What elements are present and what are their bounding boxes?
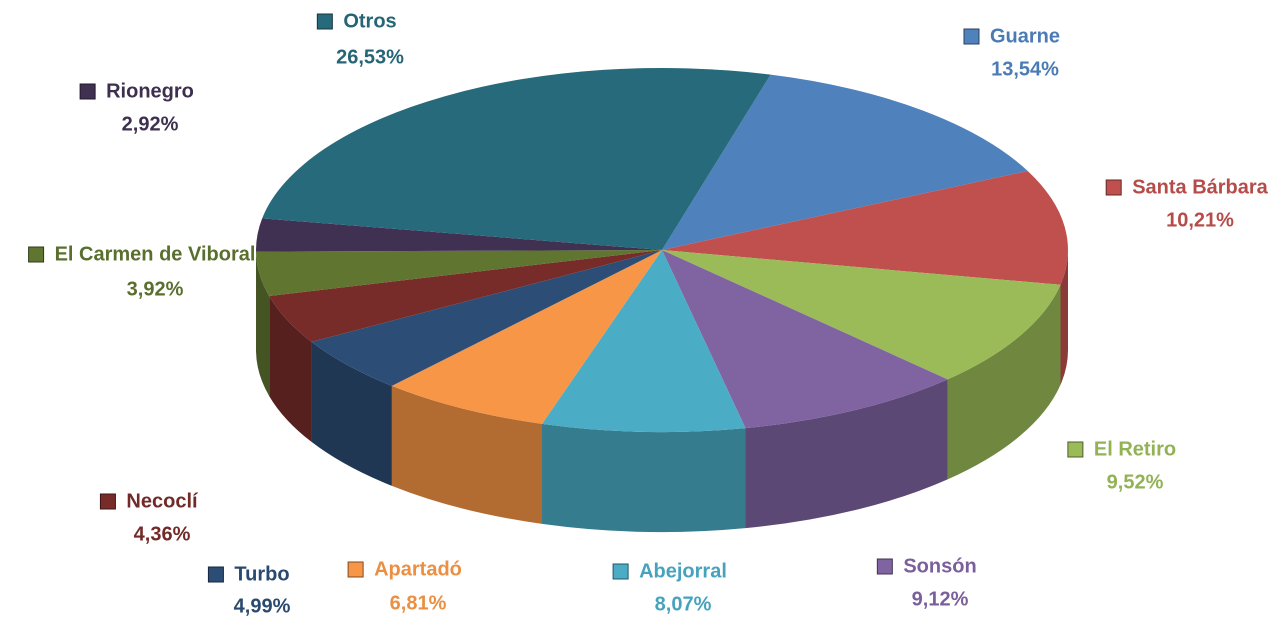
- label-marker: [1105, 179, 1122, 196]
- label-marker: [612, 563, 629, 580]
- label-marker: [876, 558, 893, 575]
- label-name: Necoclí: [126, 490, 199, 512]
- label-value: 4,99%: [234, 595, 291, 617]
- slice: [269, 250, 662, 342]
- slice-side: [542, 423, 746, 532]
- label-value: 6,81%: [390, 592, 447, 614]
- label-marker: [79, 83, 96, 100]
- label-marker: [1067, 441, 1084, 458]
- slice-side: [1060, 250, 1068, 385]
- label-value: 9,12%: [912, 588, 969, 610]
- label-name: Apartadó: [374, 558, 462, 580]
- label-value: 4,36%: [134, 523, 191, 545]
- slice: [391, 250, 662, 424]
- slice: [256, 218, 662, 252]
- label-name: Turbo: [234, 563, 289, 585]
- slice: [542, 250, 746, 432]
- label-marker: [347, 561, 364, 578]
- slice: [662, 170, 1068, 285]
- slice: [256, 250, 662, 296]
- slice-side: [745, 379, 948, 529]
- slice-side: [391, 385, 543, 524]
- label-name: Otros: [343, 10, 396, 32]
- label-marker: [963, 28, 980, 45]
- slice-side: [256, 251, 270, 396]
- slice: [662, 250, 1061, 380]
- slice: [662, 250, 948, 429]
- label-marker: [316, 13, 333, 30]
- label-name: Sonsón: [903, 555, 976, 577]
- label-name: El Retiro: [1094, 438, 1176, 460]
- label-name: Santa Bárbara: [1132, 176, 1268, 198]
- label-marker: [207, 566, 224, 583]
- slice-side: [311, 341, 392, 486]
- slice-side: [269, 295, 312, 442]
- label-value: 8,07%: [655, 593, 712, 615]
- label-name: El Carmen de Viboral: [55, 243, 256, 265]
- slice: [262, 67, 771, 250]
- label-value: 26,53%: [336, 46, 404, 68]
- label-marker: [28, 246, 45, 263]
- label-name: Guarne: [990, 25, 1060, 47]
- slice: [662, 74, 1028, 250]
- label-value: 9,52%: [1107, 471, 1164, 493]
- label-name: Rionegro: [106, 80, 194, 102]
- label-value: 2,92%: [122, 113, 179, 135]
- label-marker: [99, 493, 116, 510]
- label-value: 10,21%: [1166, 209, 1234, 231]
- label-name: Abejorral: [639, 560, 727, 582]
- slice-side: [947, 284, 1061, 480]
- label-value: 13,54%: [991, 58, 1059, 80]
- slice: [311, 250, 662, 386]
- label-value: 3,92%: [127, 278, 184, 300]
